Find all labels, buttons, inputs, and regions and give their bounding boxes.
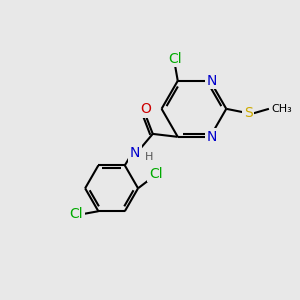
Text: CH₃: CH₃ [272,104,292,114]
Text: S: S [244,106,253,120]
Text: N: N [206,130,217,144]
Text: Cl: Cl [70,207,83,221]
Text: N: N [206,74,217,88]
Text: O: O [140,103,151,116]
Text: Cl: Cl [149,167,163,181]
Text: H: H [145,152,153,162]
Text: N: N [130,146,140,160]
Text: Cl: Cl [168,52,182,66]
